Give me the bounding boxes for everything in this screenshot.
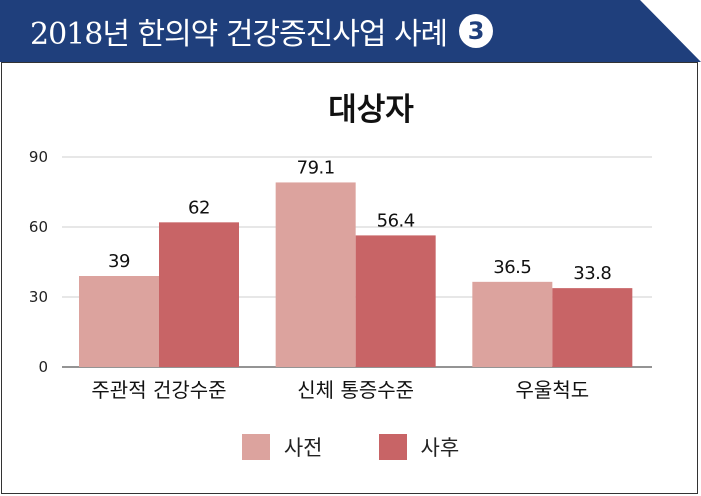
y-tick-label: 0 xyxy=(38,358,48,376)
data-label: 62 xyxy=(188,197,210,218)
chart-title: 대상자 xyxy=(328,92,414,128)
case-number-badge: 3 xyxy=(459,14,494,48)
data-label: 36.5 xyxy=(493,257,531,278)
bar xyxy=(355,235,436,367)
bar-chart: 대상자 0 30 60 90 39 62 주관적 건강수준 79.1 56.4 신체 통증수준 3… xyxy=(29,92,652,402)
y-tick-label: 60 xyxy=(29,218,48,236)
banner-background xyxy=(0,0,701,62)
data-label: 33.8 xyxy=(573,263,611,284)
data-label: 79.1 xyxy=(297,157,335,178)
legend-label-after: 사후 xyxy=(420,436,460,460)
data-label: 56.4 xyxy=(377,210,415,231)
y-tick-label: 30 xyxy=(29,288,48,306)
category-label: 주관적 건강수준 xyxy=(91,378,226,402)
category-label: 우울척도 xyxy=(516,378,590,402)
header-title-group: 2018년 한의약 건강증진사업 사례 3 xyxy=(30,6,494,56)
category-label: 신체 통증수준 xyxy=(297,378,414,402)
header-title: 2018년 한의약 건강증진사업 사례 xyxy=(30,17,448,52)
bar xyxy=(552,288,633,367)
legend-label-before: 사전 xyxy=(283,436,323,460)
chart-frame xyxy=(1,62,698,494)
y-tick-label: 90 xyxy=(29,148,48,166)
data-label: 39 xyxy=(108,251,130,272)
bar xyxy=(472,281,553,367)
bar xyxy=(159,222,239,367)
bar xyxy=(275,182,356,367)
header-banner: 2018년 한의약 건강증진사업 사례 3 xyxy=(0,0,701,62)
legend-item-after: 사후 xyxy=(378,432,460,462)
legend-swatch-after xyxy=(378,434,407,460)
bar xyxy=(79,276,159,367)
banner-shape xyxy=(0,0,701,62)
legend-swatch-before xyxy=(241,434,270,460)
legend-item-before: 사전 xyxy=(241,432,323,462)
chart-legend: 사전 사후 xyxy=(0,432,701,462)
